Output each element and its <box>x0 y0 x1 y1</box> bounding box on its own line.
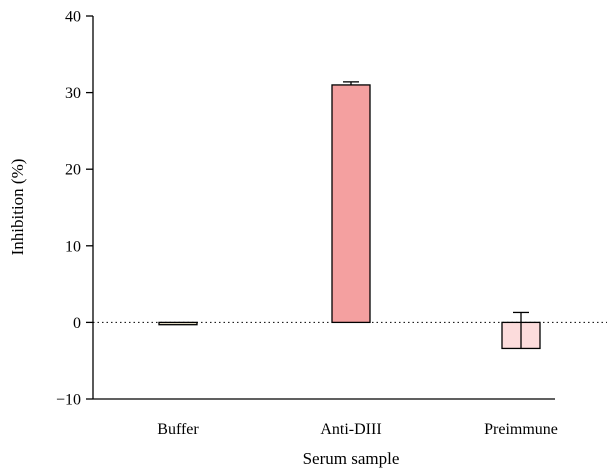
x-tick-label: Anti-DIII <box>320 421 381 438</box>
x-axis-title: Serum sample <box>303 449 400 468</box>
bar-buffer <box>158 321 198 326</box>
error-bars <box>343 81 529 349</box>
y-tick-label: 0 <box>73 315 81 332</box>
y-axis-ticks: −10 0 10 20 30 40 <box>56 9 93 409</box>
bar-anti-diii <box>331 84 371 324</box>
y-axis-title: Inhibition (%) <box>8 159 27 256</box>
y-tick-label: 20 <box>65 162 81 179</box>
x-tick-label: Preimmune <box>484 421 558 438</box>
y-tick-label: 30 <box>65 85 81 102</box>
y-tick-label: 40 <box>65 9 81 26</box>
y-tick-label: −10 <box>56 392 81 409</box>
bars <box>158 84 541 350</box>
x-tick-label: Buffer <box>157 421 199 438</box>
y-tick-label: 10 <box>65 238 81 255</box>
x-axis-tick-labels: Buffer Anti-DIII Preimmune <box>157 421 558 438</box>
